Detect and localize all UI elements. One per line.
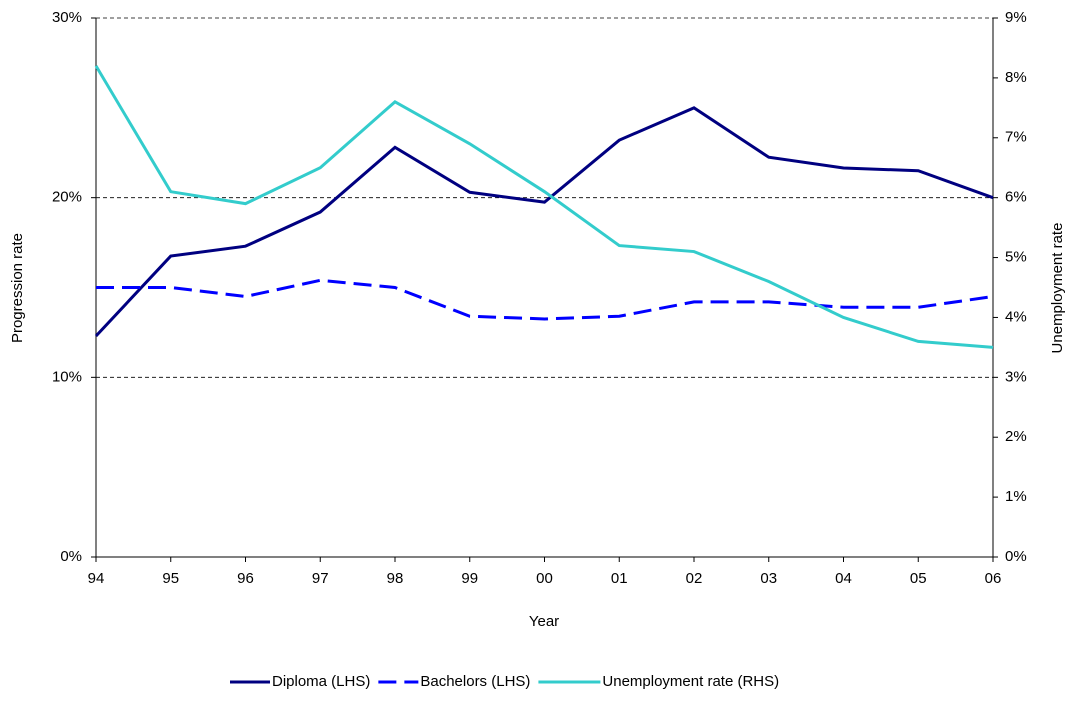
x-tick-label: 95: [162, 570, 179, 587]
y-axis-title: Progression rate: [9, 233, 26, 343]
x-tick-label: 97: [312, 570, 329, 587]
y2-axis-title: Unemployment rate: [1049, 223, 1066, 354]
x-tick-label: 03: [760, 570, 777, 587]
legend-label: Diploma (LHS): [272, 673, 370, 690]
y2-tick-label: 0%: [1005, 548, 1027, 565]
x-tick-label: 01: [611, 570, 628, 587]
x-tick-label: 05: [910, 570, 927, 587]
x-axis-title: Year: [529, 613, 559, 630]
x-tick-label: 02: [686, 570, 703, 587]
series-line: [96, 278, 994, 321]
x-tick-label: 94: [88, 570, 105, 587]
series-line: [94, 65, 994, 349]
y2-tick-label: 5%: [1005, 249, 1027, 266]
y2-tick-label: 4%: [1005, 308, 1027, 325]
legend-label: Unemployment rate (RHS): [602, 673, 779, 690]
x-tick-label: 96: [237, 570, 254, 587]
y-tick-label: 0%: [60, 548, 82, 565]
x-tick-label: 98: [387, 570, 404, 587]
y2-tick-label: 6%: [1005, 189, 1027, 206]
x-tick-label: 04: [835, 570, 852, 587]
y-tick-label: 30%: [52, 9, 82, 26]
y2-tick-label: 9%: [1005, 9, 1027, 26]
y2-tick-label: 8%: [1005, 69, 1027, 86]
y-tick-label: 10%: [52, 368, 82, 385]
y-tick-label: 20%: [52, 189, 82, 206]
y2-tick-label: 7%: [1005, 129, 1027, 146]
y2-tick-label: 3%: [1005, 368, 1027, 385]
y2-tick-label: 2%: [1005, 428, 1027, 445]
series-line: [94, 106, 994, 338]
legend-label: Bachelors (LHS): [420, 673, 530, 690]
x-tick-label: 99: [461, 570, 478, 587]
x-tick-label: 00: [536, 570, 553, 587]
y2-tick-label: 1%: [1005, 488, 1027, 505]
x-tick-label: 06: [985, 570, 1002, 587]
